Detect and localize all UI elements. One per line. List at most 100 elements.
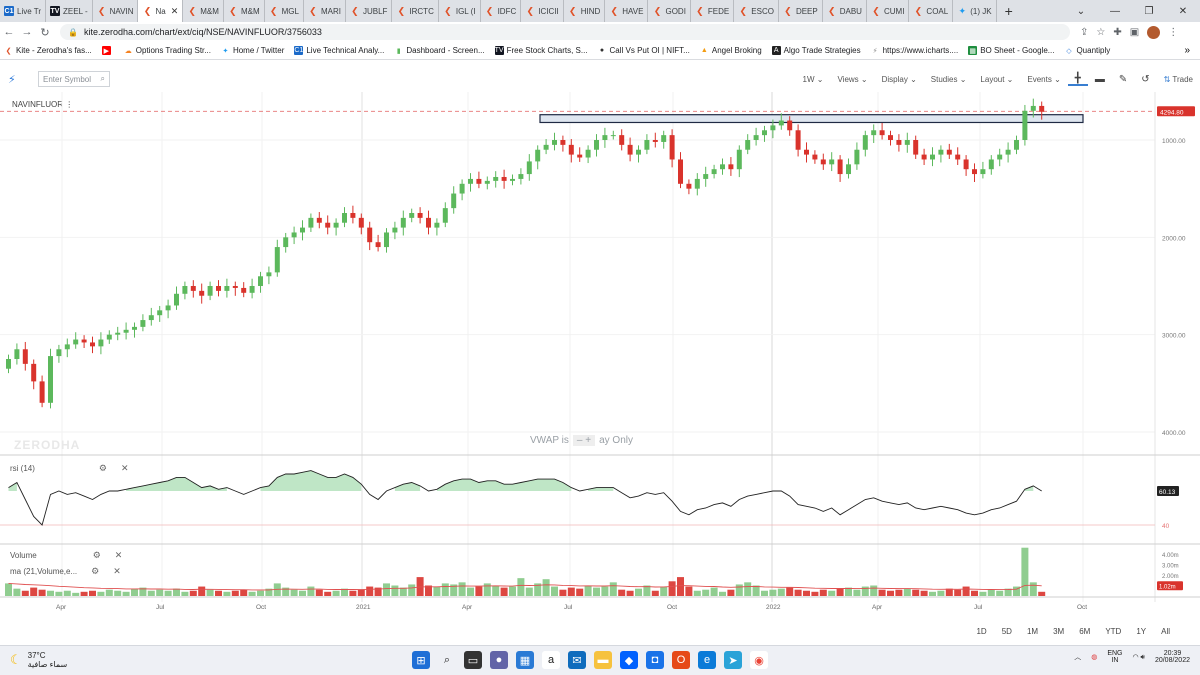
reload-button[interactable]: ↻ xyxy=(40,26,50,39)
close-window-button[interactable]: ✕ xyxy=(1178,5,1188,17)
chrome-browser-icon[interactable]: ◉ xyxy=(750,651,768,669)
volume-close-icon[interactable]: ✕ xyxy=(114,550,123,560)
crosshair-icon[interactable]: ╋ xyxy=(1067,73,1088,86)
interval-menu[interactable]: 1W ⌄ xyxy=(802,74,824,84)
weather-widget[interactable]: ☾ 37°C سماء صافية xyxy=(10,651,67,669)
browser-tab[interactable]: ❮ IGL (I xyxy=(439,0,481,22)
period-button-5d[interactable]: 5D xyxy=(1001,627,1012,636)
period-button-1y[interactable]: 1Y xyxy=(1136,627,1147,636)
browser-tab[interactable]: ❮ JUBLF xyxy=(346,0,393,22)
browser-tab[interactable]: ❮ MGL xyxy=(265,0,304,22)
task-view-icon[interactable]: ▭ xyxy=(464,651,482,669)
browser-tab[interactable]: ❮ HIND xyxy=(564,0,606,22)
tray-chevron-icon[interactable]: ︿ xyxy=(1074,654,1082,661)
bookmark-item[interactable]: ▦ BO Sheet - Google... xyxy=(968,46,1054,55)
browser-tab[interactable]: ❮ DEEP xyxy=(779,0,823,22)
back-button[interactable]: ← xyxy=(3,26,15,38)
studies-menu[interactable]: Studies ⌄ xyxy=(930,74,967,84)
edge-browser-icon[interactable]: e xyxy=(698,651,716,669)
sidebar-icon[interactable]: ▣ xyxy=(1129,26,1140,38)
period-button-1d[interactable]: 1D xyxy=(976,627,987,636)
bookmark-item[interactable]: ▮ Dashboard - Screen... xyxy=(394,46,485,55)
photos-app-icon[interactable]: ◘ xyxy=(646,651,664,669)
forward-button[interactable]: → xyxy=(21,26,33,38)
period-button-6m[interactable]: 6M xyxy=(1079,627,1091,636)
browser-tab[interactable]: ❮ ICICII xyxy=(521,0,564,22)
url-bar[interactable]: 🔒 kite.zerodha.com/chart/ext/ciq/NSE/NAV… xyxy=(60,24,1070,40)
telegram-icon[interactable]: ➤ xyxy=(724,651,742,669)
trade-button[interactable]: ⇅ Trade xyxy=(1163,74,1193,84)
browser-tab[interactable]: ❮ CUMI xyxy=(867,0,910,22)
language-indicator[interactable]: ENG IN xyxy=(1107,650,1123,664)
bookmark-item[interactable]: ⚡ https://www.icharts.... xyxy=(871,46,959,55)
close-tab-icon[interactable]: ✕ xyxy=(170,5,179,16)
period-button-1m[interactable]: 1M xyxy=(1026,627,1039,636)
layout-menu[interactable]: Layout ⌄ xyxy=(980,74,1014,84)
extensions-icon[interactable]: ✚ xyxy=(1113,26,1122,38)
mail-icon[interactable]: ✉ xyxy=(568,651,586,669)
browser-tab[interactable]: C1 Live Tr xyxy=(0,0,47,22)
browser-tab[interactable]: ❮ COAL xyxy=(909,0,954,22)
profile-avatar[interactable] xyxy=(1147,25,1161,39)
vwap-notice-controls[interactable]: – + xyxy=(572,435,596,446)
draw-pencil-icon[interactable]: ✎ xyxy=(1118,73,1128,85)
tab-search-icon[interactable]: ⌄ xyxy=(1076,5,1086,17)
bookmark-item[interactable]: ✦ Home / Twitter xyxy=(221,46,285,55)
browser-tab[interactable]: ❮ NAVIN xyxy=(93,0,139,22)
browser-tab[interactable]: ❮ MARI xyxy=(304,0,346,22)
bookmark-item[interactable]: TV Free Stock Charts, S... xyxy=(494,46,588,55)
display-menu[interactable]: Display ⌄ xyxy=(881,74,917,84)
amazon-app-icon[interactable]: a xyxy=(542,651,560,669)
rsi-close-icon[interactable]: ✕ xyxy=(120,463,129,473)
undo-icon[interactable]: ↺ xyxy=(1141,73,1150,85)
new-tab-button[interactable]: + xyxy=(1004,3,1013,19)
wifi-volume-icons[interactable]: ◠ 🔊︎ xyxy=(1132,653,1145,661)
ma-close-icon[interactable]: ✕ xyxy=(113,566,121,576)
browser-tab[interactable]: ❮ ESCO xyxy=(734,0,779,22)
browser-tab[interactable]: ❮ DABU xyxy=(823,0,867,22)
period-button-ytd[interactable]: YTD xyxy=(1105,627,1122,636)
browser-tab[interactable]: ✦ (1) JK xyxy=(953,0,997,22)
browser-tab[interactable]: ❮ M&M xyxy=(224,0,265,22)
volume-settings-gear-icon[interactable]: ⚙ xyxy=(92,550,101,560)
bookmark-item[interactable]: ❮ Kite - Zerodha's fas... xyxy=(4,46,92,55)
minimize-button[interactable]: — xyxy=(1110,5,1120,17)
bookmark-item[interactable]: ▶ xyxy=(101,46,114,55)
comment-icon[interactable]: ▬ xyxy=(1094,73,1105,85)
browser-tab[interactable]: ❮ IDFC xyxy=(481,0,522,22)
period-button-all[interactable]: All xyxy=(1161,627,1170,636)
browser-tab[interactable]: ❮ GODI xyxy=(648,0,691,22)
restore-button[interactable]: ❐ xyxy=(1144,5,1154,17)
views-menu[interactable]: Views ⌄ xyxy=(837,74,868,84)
start-windows-icon[interactable]: ⊞ xyxy=(412,651,430,669)
bookmark-item[interactable]: ◇ Quantiply xyxy=(1064,46,1110,55)
clock[interactable]: 20:39 20/08/2022 xyxy=(1154,650,1190,664)
dropbox-icon[interactable]: ◆ xyxy=(620,651,638,669)
chart-canvas[interactable]: 4000.00 3000.00 2000.00 1000.00 4294.80 40 60.… xyxy=(0,92,1200,622)
file-explorer-icon[interactable]: ▬ xyxy=(594,651,612,669)
browser-tab[interactable]: TV ZEEL - xyxy=(46,0,93,22)
lightning-icon[interactable]: ⚡ xyxy=(8,73,16,86)
tray-app-icon[interactable]: ◍ xyxy=(1091,654,1098,661)
symbol-search-input[interactable]: Enter Symbol ⌕ xyxy=(38,71,110,87)
bookmark-item[interactable]: ● Call Vs Put OI | NIFT... xyxy=(598,46,690,55)
period-button-3m[interactable]: 3M xyxy=(1053,627,1065,636)
browser-tab[interactable]: ❮ HAVE xyxy=(605,0,649,22)
browser-tab[interactable]: ❮ M&M xyxy=(183,0,224,22)
bookmark-item[interactable]: ▲ Angel Broking xyxy=(700,46,762,55)
calendar-app-icon[interactable]: ▦ xyxy=(516,651,534,669)
bookmarks-overflow-icon[interactable]: » xyxy=(1184,45,1190,56)
browser-tab[interactable]: ❮ Na ✕ xyxy=(138,0,184,22)
bookmark-item[interactable]: ☁ Options Trading Str... xyxy=(124,46,211,55)
rsi-settings-gear-icon[interactable]: ⚙ xyxy=(98,463,107,473)
browser-tab[interactable]: ❮ FEDE xyxy=(691,0,735,22)
ma-settings-gear-icon[interactable]: ⚙ xyxy=(91,566,100,576)
events-menu[interactable]: Events ⌄ xyxy=(1027,74,1061,84)
bookmark-item[interactable]: A Algo Trade Strategies xyxy=(771,46,861,55)
share-icon[interactable]: ⇪ xyxy=(1080,26,1089,38)
bookmark-item[interactable]: C1 Live Technical Analy... xyxy=(294,46,384,55)
teams-chat-icon[interactable]: ● xyxy=(490,651,508,669)
browser-menu-icon[interactable]: ⋮ xyxy=(1168,26,1179,38)
office-icon[interactable]: O xyxy=(672,651,690,669)
search-icon[interactable]: ⌕ xyxy=(443,653,451,666)
